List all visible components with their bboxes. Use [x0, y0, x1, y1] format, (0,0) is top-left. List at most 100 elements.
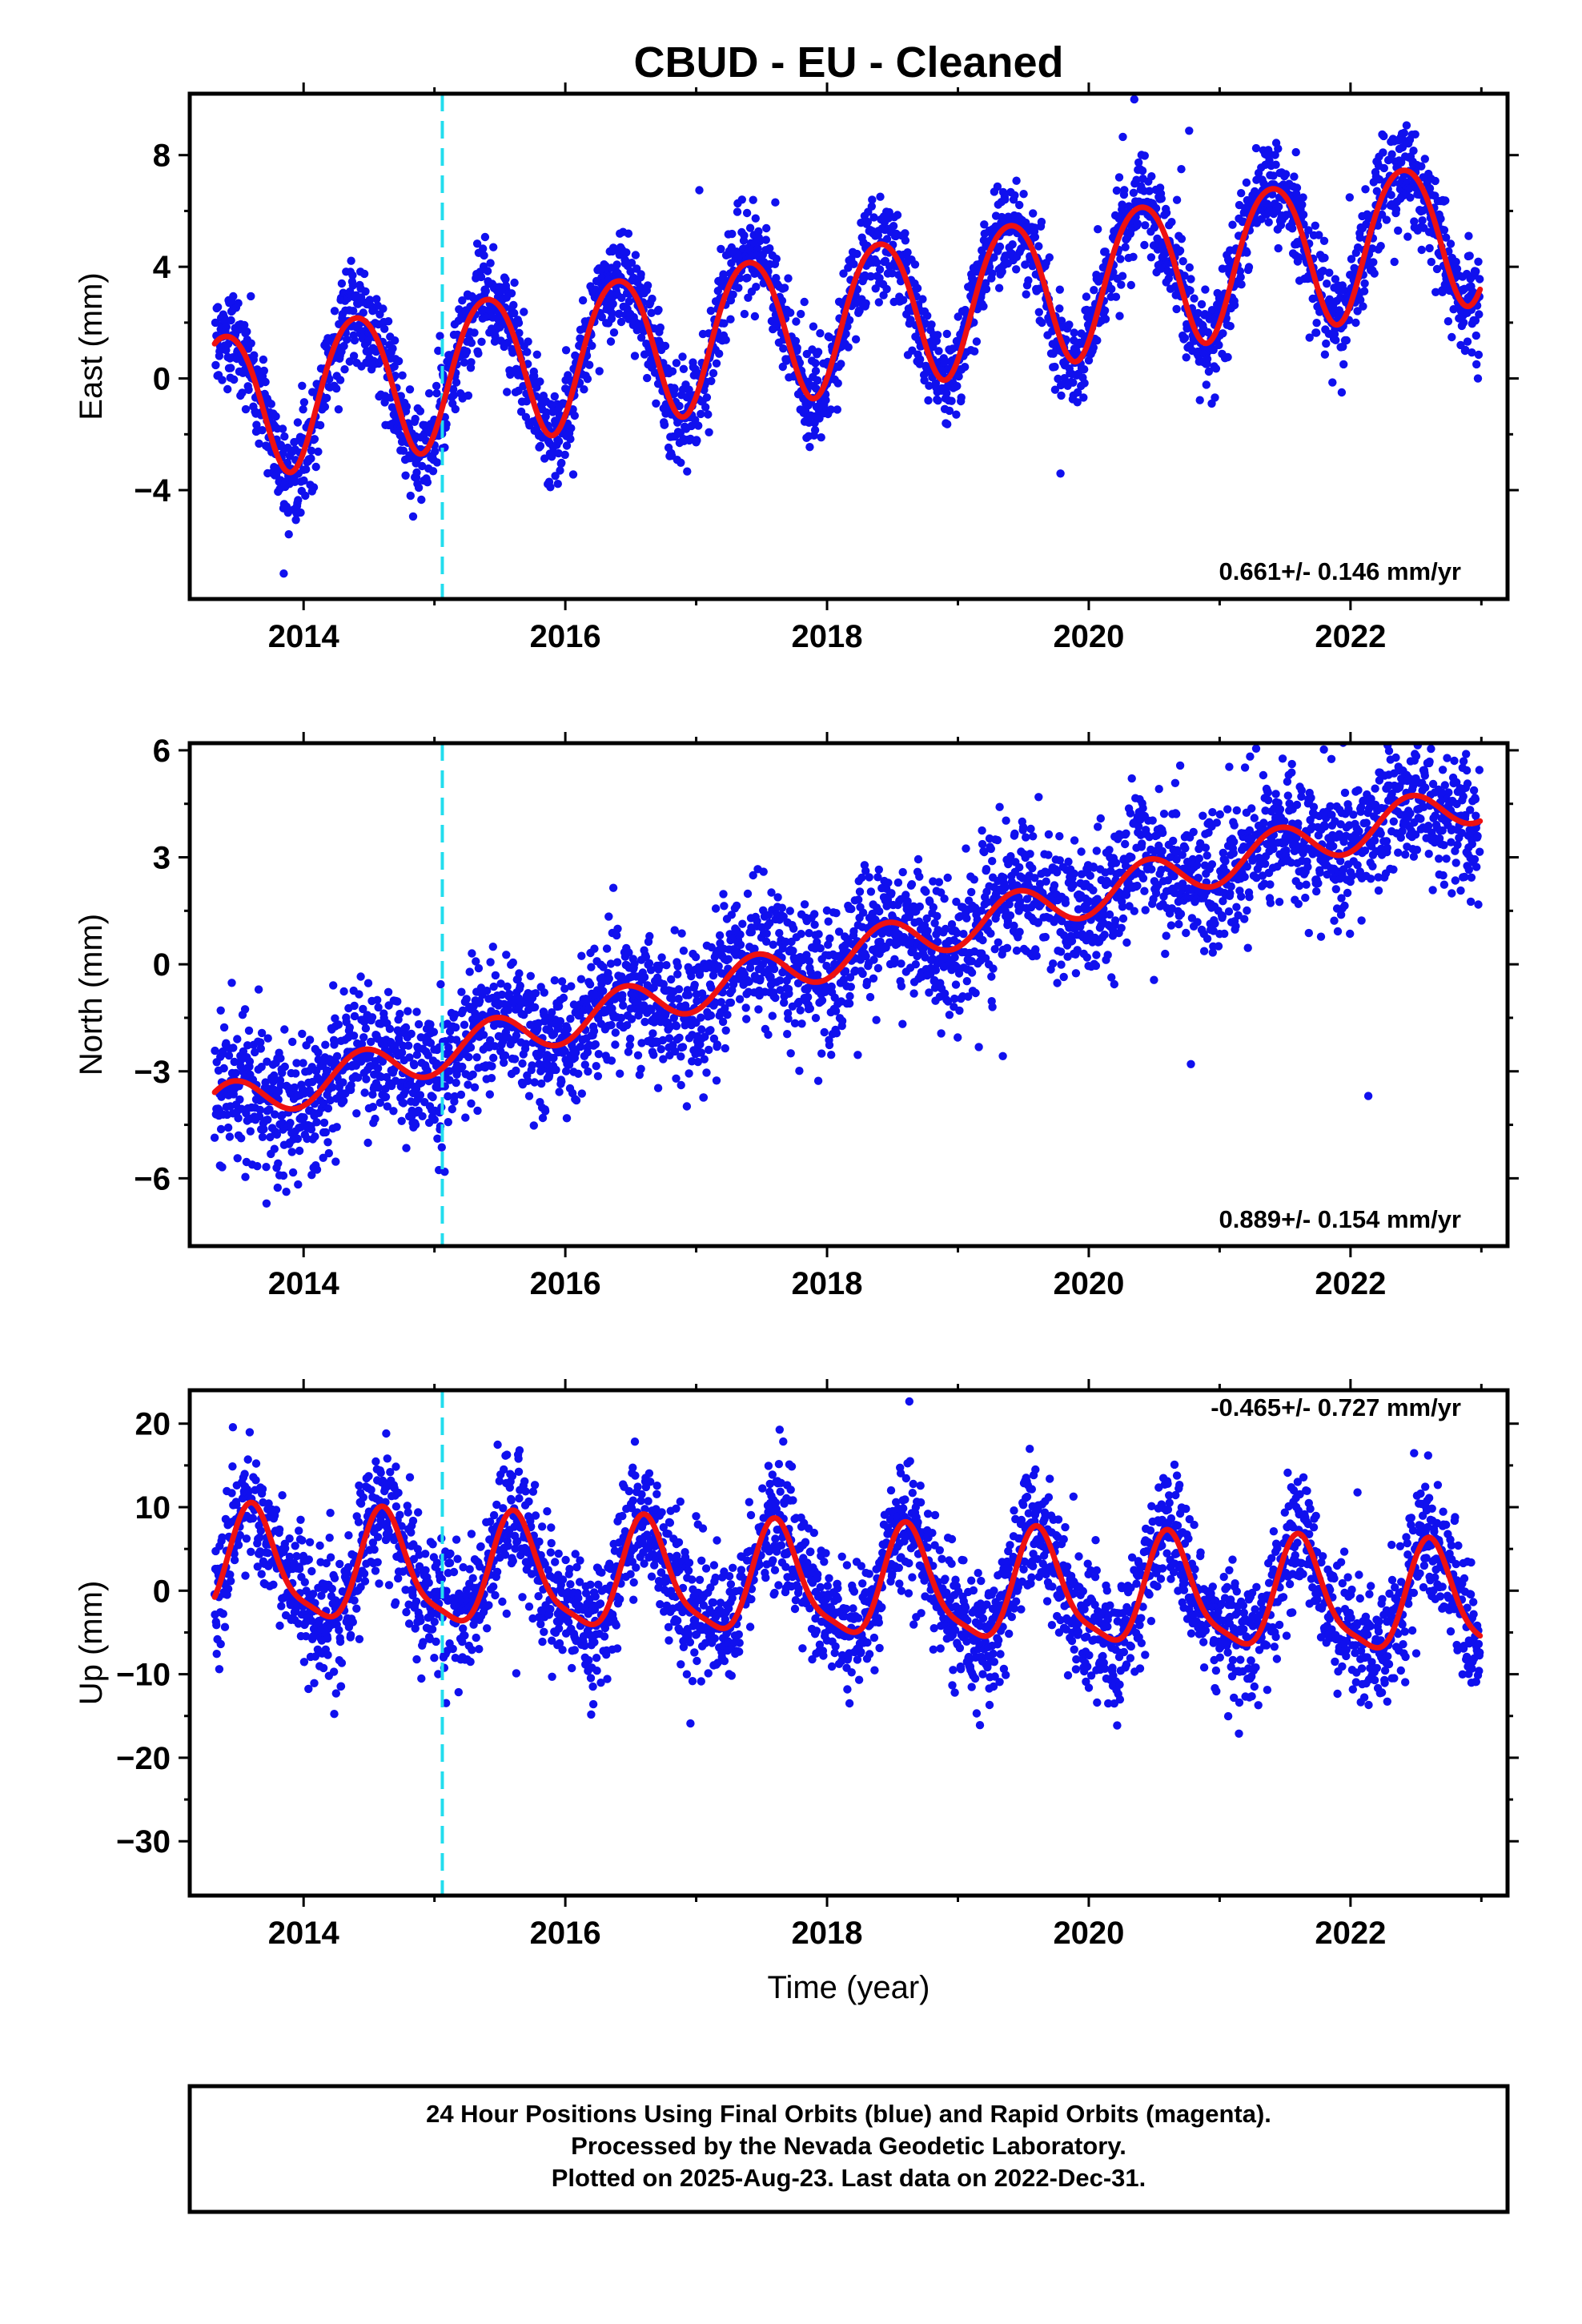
data-point	[699, 1093, 709, 1102]
data-point	[720, 319, 729, 328]
data-point	[720, 902, 729, 911]
data-point	[280, 432, 289, 441]
data-point	[882, 284, 891, 294]
data-point	[674, 985, 684, 994]
data-point	[656, 1045, 665, 1054]
data-point	[523, 348, 532, 356]
data-point	[837, 360, 845, 368]
data-point	[846, 983, 856, 991]
data-point	[1299, 193, 1307, 202]
data-point	[279, 569, 288, 578]
data-point	[660, 420, 669, 429]
data-point	[432, 381, 441, 391]
data-point	[1202, 380, 1211, 389]
data-point	[1472, 267, 1480, 276]
data-point	[657, 953, 666, 962]
data-point	[211, 1046, 219, 1055]
data-point	[817, 1049, 826, 1058]
data-point	[401, 471, 410, 480]
data-point	[753, 244, 762, 253]
data-point	[225, 1132, 235, 1141]
data-point	[656, 323, 665, 332]
data-point	[291, 516, 300, 525]
data-point	[955, 1006, 964, 1015]
data-point	[1323, 279, 1331, 288]
data-point	[738, 919, 747, 928]
data-point	[1359, 287, 1369, 296]
data-point	[1175, 246, 1185, 255]
data-point	[1101, 315, 1110, 324]
data-point	[1132, 175, 1141, 184]
data-point	[257, 1063, 266, 1072]
data-point	[1008, 240, 1017, 249]
data-point	[460, 1020, 469, 1029]
data-point	[670, 926, 679, 935]
data-point	[457, 987, 466, 996]
data-point	[470, 328, 479, 337]
data-point	[743, 889, 753, 899]
data-point	[719, 890, 728, 899]
data-point	[1012, 265, 1021, 274]
data-point	[448, 1104, 456, 1114]
data-point	[1295, 253, 1303, 262]
data-point	[831, 1007, 841, 1015]
data-point	[332, 384, 341, 393]
data-point	[477, 337, 486, 346]
data-point	[662, 961, 671, 970]
data-point	[687, 421, 696, 431]
data-point	[329, 981, 338, 990]
data-point	[772, 274, 781, 283]
data-point	[1185, 263, 1195, 272]
data-point	[1271, 151, 1279, 159]
data-point	[608, 309, 616, 318]
data-point	[480, 232, 490, 242]
data-point	[401, 1023, 411, 1032]
data-point	[1215, 340, 1223, 350]
data-point	[1190, 294, 1199, 303]
data-point	[231, 1068, 240, 1078]
data-point	[452, 378, 461, 387]
data-point	[1204, 367, 1214, 376]
data-point	[665, 1034, 674, 1043]
data-point	[261, 1078, 270, 1087]
data-point	[311, 1132, 319, 1141]
data-point	[503, 338, 512, 348]
data-point	[845, 316, 854, 324]
data-point	[379, 304, 387, 313]
x-tick-label: 2018	[792, 619, 863, 654]
data-point	[1418, 216, 1427, 225]
data-point	[821, 396, 830, 404]
data-point	[414, 483, 424, 493]
data-point	[253, 1162, 262, 1171]
data-point	[783, 1030, 792, 1039]
data-point	[1242, 178, 1251, 187]
data-point	[1145, 187, 1154, 195]
data-point	[594, 1050, 603, 1059]
data-point	[1034, 308, 1044, 316]
data-point	[604, 974, 613, 983]
data-point	[773, 893, 782, 902]
data-point	[244, 385, 253, 394]
data-point	[456, 1090, 466, 1100]
data-point	[1442, 233, 1451, 242]
data-point	[673, 970, 682, 979]
data-point	[795, 1067, 804, 1076]
data-point	[241, 1172, 250, 1181]
data-point	[604, 912, 613, 921]
data-point	[1311, 221, 1320, 230]
data-point	[998, 267, 1006, 276]
data-point	[616, 1069, 624, 1078]
data-point	[261, 377, 270, 387]
data-point	[576, 975, 586, 983]
data-point	[488, 943, 497, 951]
data-point	[1118, 271, 1127, 280]
data-point	[1182, 353, 1191, 362]
data-point	[925, 381, 934, 390]
data-point	[1140, 151, 1150, 160]
data-point	[947, 396, 956, 405]
data-point	[884, 879, 893, 887]
data-point	[591, 1039, 600, 1049]
data-point	[291, 477, 299, 486]
data-point	[957, 393, 966, 402]
data-point	[526, 971, 535, 981]
